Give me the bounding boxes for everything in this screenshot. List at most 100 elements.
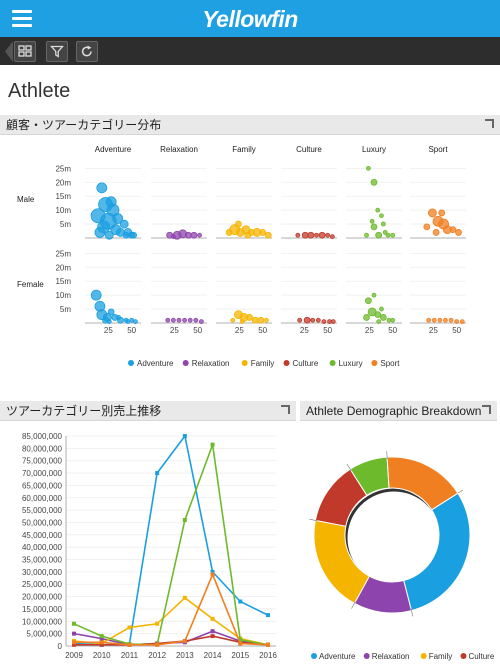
donut-panel-title: Athlete Demographic Breakdown — [306, 404, 482, 418]
trellis-cell — [151, 245, 207, 323]
expand-corner-icon[interactable] — [485, 119, 494, 128]
bubble-culture — [321, 319, 327, 325]
sales-trend-line-chart: 0 5,000,000 10,000,000 15,000,000 20,000,000… — [22, 432, 277, 660]
bubble-sport — [431, 317, 437, 323]
series-point-sport — [72, 640, 76, 645]
bubble-family — [244, 231, 252, 239]
column-header-relaxation: Relaxation — [160, 145, 198, 154]
bubble-luxury — [375, 207, 381, 213]
bubble-relaxation — [165, 317, 171, 323]
donut-slice-adventure — [403, 492, 471, 612]
x-tick-label: 50 — [193, 326, 202, 335]
y-tick-label: 55,000,000 — [22, 506, 63, 515]
back-tab-icon[interactable] — [5, 41, 13, 62]
bubble-sport — [454, 319, 460, 325]
donut-leader-line — [351, 601, 356, 609]
bubble-sport — [449, 226, 457, 234]
x-tick-label: 25 — [235, 326, 244, 335]
legend-label-relaxation: Relaxation — [372, 652, 410, 661]
legend-marker-relaxation — [182, 360, 189, 366]
line-panel-header: ツアーカテゴリー別売上推移 — [0, 401, 296, 421]
y-tick-label: 10,000,000 — [22, 617, 63, 626]
bubble-family — [230, 317, 236, 323]
column-header-culture: Culture — [296, 145, 322, 154]
page-title: Athlete — [8, 80, 71, 102]
legend-marker-luxury — [329, 360, 336, 366]
refresh-button[interactable] — [76, 41, 98, 62]
bubble-family — [264, 231, 272, 239]
dashboard-grid-button[interactable] — [14, 41, 36, 62]
bubble-culture — [310, 317, 316, 323]
legend-label-sport: Sport — [380, 359, 400, 368]
legend-marker-family — [420, 653, 427, 659]
bubble-sport — [427, 208, 437, 218]
bubble-adventure — [132, 319, 138, 325]
legend-marker-adventure — [311, 653, 317, 659]
bubble-relaxation — [187, 317, 193, 323]
expand-corner-icon[interactable] — [281, 405, 290, 414]
bubble-panel-header: 顧客・ツアーカテゴリー分布 — [0, 115, 500, 135]
bubble-luxury — [374, 311, 382, 319]
bubble-culture — [307, 231, 315, 239]
legend-label-culture: Culture — [469, 652, 495, 661]
donut-leader-line — [309, 518, 318, 522]
bubble-luxury — [385, 232, 391, 238]
x-tick-label: 2014 — [204, 651, 222, 660]
bubble-relaxation — [170, 234, 176, 240]
y-tick-label: 5m — [60, 220, 71, 229]
donut-leader-line — [410, 608, 414, 617]
bubble-luxury — [364, 232, 369, 238]
line-panel-title: ツアーカテゴリー別売上推移 — [6, 404, 162, 418]
toolbar — [0, 37, 500, 65]
y-tick-label: 25,000,000 — [22, 580, 63, 589]
series-point-sport — [127, 642, 132, 647]
bubble-relaxation — [182, 317, 188, 323]
bubble-culture — [325, 232, 331, 238]
bubble-adventure — [104, 230, 114, 240]
x-tick-label: 25 — [170, 326, 179, 335]
x-tick-label: 25 — [429, 326, 438, 335]
legend-label-luxury: Luxury — [339, 359, 363, 368]
x-tick-label: 2013 — [176, 651, 194, 660]
expand-corner-icon[interactable] — [482, 405, 491, 414]
demographic-donut-chart: Adventure Relaxation Family Culture — [309, 451, 495, 661]
bubble-luxury — [379, 314, 387, 321]
bubble-relaxation — [176, 317, 182, 323]
legend-label-culture: Culture — [293, 359, 319, 368]
series-point-sport — [155, 642, 160, 647]
bubble-adventure — [119, 219, 129, 229]
filter-button[interactable] — [46, 41, 68, 62]
series-point-luxury — [72, 621, 76, 626]
donut-leader-line — [346, 463, 352, 472]
trellis-cell — [216, 160, 272, 238]
menu-icon[interactable] — [12, 10, 32, 27]
y-tick-label: 70,000,000 — [22, 469, 63, 478]
legend-marker-relaxation — [363, 653, 370, 659]
x-tick-label: 25 — [300, 326, 309, 335]
series-point-sport — [99, 640, 104, 645]
bubble-luxury — [364, 297, 372, 305]
y-tick-label: 80,000,000 — [22, 444, 63, 453]
bubble-adventure — [130, 231, 137, 239]
x-tick-label: 2011 — [121, 651, 139, 660]
x-tick-label: 2016 — [259, 651, 277, 660]
legend-marker-culture — [460, 653, 467, 659]
series-point-sport — [238, 641, 243, 646]
series-point-luxury — [182, 518, 187, 522]
series-point-sport — [182, 639, 187, 644]
series-point-adventure — [155, 471, 160, 476]
series-point-family — [155, 621, 160, 626]
y-tick-label: 15m — [55, 277, 71, 286]
x-tick-label: 50 — [388, 326, 397, 335]
bubble-relaxation — [184, 231, 192, 239]
column-header-family: Family — [232, 145, 256, 154]
y-tick-label: 20,000,000 — [22, 593, 63, 602]
x-tick-label: 25 — [365, 326, 374, 335]
bubble-culture — [330, 319, 336, 325]
y-tick-label: 20m — [55, 263, 71, 272]
donut-slice-family — [313, 519, 371, 605]
legend-marker-adventure — [128, 360, 134, 366]
trellis-cell — [216, 245, 272, 323]
refresh-icon — [81, 45, 92, 57]
y-tick-label: 10m — [55, 206, 71, 215]
